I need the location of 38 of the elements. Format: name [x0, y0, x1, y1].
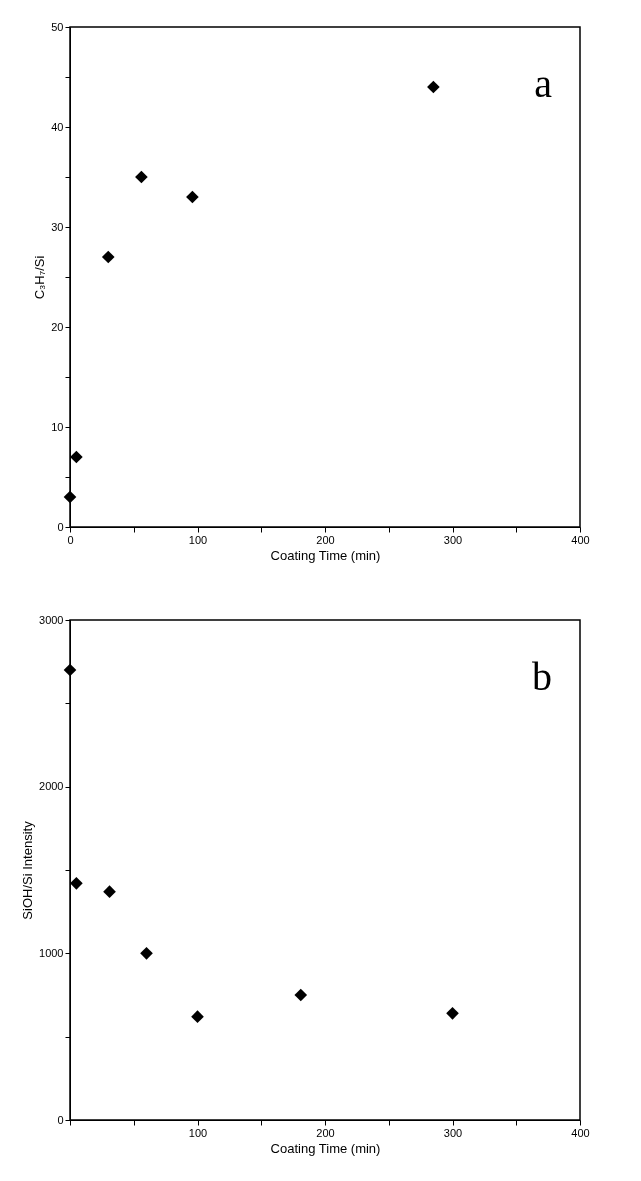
point [103, 885, 116, 898]
x-tick-label: 100 [188, 533, 208, 546]
y-tick-label: 1000 [39, 946, 64, 959]
y-tick-label: 20 [51, 320, 64, 333]
point [427, 80, 440, 94]
y-axis-title: SiOH/Si Intensity [20, 820, 36, 920]
point [135, 170, 148, 184]
y-tick-label: 3000 [39, 613, 64, 626]
point [186, 190, 199, 204]
point [101, 250, 115, 264]
x-tick-label: 0 [67, 533, 74, 546]
x-tick-label: 300 [443, 1126, 463, 1139]
point [140, 947, 153, 960]
y-tick-label: 10 [51, 420, 64, 433]
point [70, 877, 83, 890]
point [294, 988, 308, 1002]
x-tick-label: 100 [188, 1126, 208, 1139]
x-axis-title: Coating Time (min) [270, 1140, 381, 1156]
point [63, 490, 77, 504]
x-tick-label: 200 [316, 533, 335, 546]
x-tick-label: 300 [443, 533, 463, 546]
y-tick-label: 30 [51, 220, 64, 233]
point [446, 1007, 459, 1020]
x-tick-label: 400 [571, 1126, 590, 1139]
y-tick-label: 0 [57, 520, 64, 533]
x-axis-title: Coating Time (min) [270, 547, 381, 563]
y-axis-title: C₃H₇/Si [32, 255, 48, 300]
y-tick-label: 40 [51, 120, 64, 133]
x-tick-label: 400 [571, 533, 590, 546]
y-tick-label: 0 [57, 1113, 64, 1126]
point [70, 450, 83, 464]
point [191, 1010, 204, 1023]
point [63, 663, 77, 677]
annotation: b [532, 654, 552, 699]
annotation: a [534, 61, 553, 106]
y-tick-label: 2000 [39, 780, 64, 793]
y-tick-label: 50 [51, 20, 64, 33]
x-tick-label: 200 [316, 1126, 335, 1139]
